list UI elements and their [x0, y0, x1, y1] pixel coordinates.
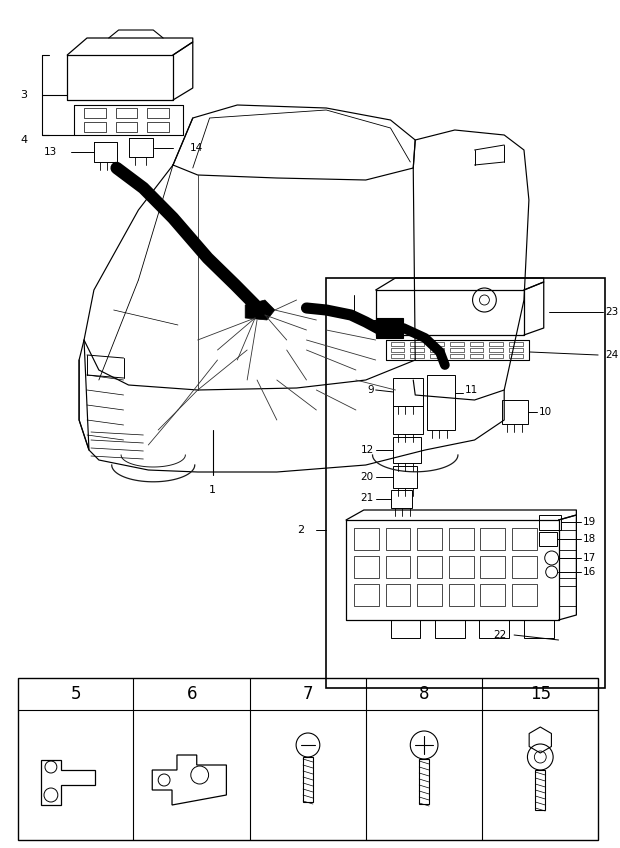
Bar [354, 584, 379, 606]
Bar [489, 348, 503, 352]
Bar [480, 556, 505, 578]
Polygon shape [376, 318, 404, 338]
Bar [410, 342, 424, 346]
Text: 13: 13 [44, 147, 57, 157]
Bar [435, 620, 464, 638]
Bar [148, 108, 169, 118]
Bar [391, 490, 412, 508]
Text: 12: 12 [360, 445, 374, 455]
Bar [539, 515, 560, 530]
Bar [386, 528, 410, 550]
Bar [417, 584, 442, 606]
Bar [450, 354, 464, 358]
Bar [469, 348, 484, 352]
Text: 9: 9 [367, 385, 374, 395]
Bar [427, 375, 454, 430]
Bar [509, 348, 523, 352]
Text: 19: 19 [583, 517, 596, 527]
Bar [489, 354, 503, 358]
Bar [512, 528, 537, 550]
Bar [84, 122, 106, 132]
Text: 17: 17 [583, 553, 596, 563]
Bar [18, 678, 598, 840]
Bar [386, 584, 410, 606]
Bar [391, 342, 404, 346]
Text: 4: 4 [20, 135, 28, 145]
Text: 2: 2 [298, 525, 304, 535]
Bar [512, 556, 537, 578]
Bar [449, 584, 474, 606]
Text: 7: 7 [303, 685, 313, 703]
Text: 16: 16 [583, 567, 596, 577]
Bar [116, 122, 138, 132]
Bar [449, 556, 474, 578]
Bar [326, 278, 605, 688]
Bar [479, 620, 509, 638]
Bar [148, 122, 169, 132]
Bar [539, 532, 557, 546]
Bar [354, 556, 379, 578]
Bar [450, 348, 464, 352]
Bar [469, 354, 484, 358]
Bar [559, 586, 577, 606]
Bar [450, 342, 464, 346]
Bar [417, 528, 442, 550]
Text: 15: 15 [529, 685, 551, 703]
Text: 20: 20 [361, 472, 374, 482]
Bar [410, 354, 424, 358]
Bar [303, 757, 313, 802]
Bar [410, 348, 424, 352]
Text: 18: 18 [583, 534, 596, 544]
Polygon shape [245, 300, 275, 320]
Text: 8: 8 [419, 685, 430, 703]
Bar [524, 620, 554, 638]
Text: 11: 11 [464, 385, 478, 395]
Text: 1: 1 [209, 485, 216, 495]
Bar [430, 354, 444, 358]
Bar [535, 770, 545, 810]
Bar [391, 620, 420, 638]
Text: 24: 24 [605, 350, 618, 360]
Bar [559, 530, 577, 550]
Text: 21: 21 [360, 493, 374, 503]
Bar [84, 108, 106, 118]
Text: 3: 3 [20, 90, 28, 100]
Bar [391, 354, 404, 358]
Bar [469, 342, 484, 346]
Bar [480, 584, 505, 606]
Bar [394, 437, 421, 463]
Bar [394, 378, 423, 406]
Bar [116, 108, 138, 118]
Text: 14: 14 [190, 143, 203, 153]
Bar [391, 348, 404, 352]
Bar [417, 556, 442, 578]
Bar [394, 466, 417, 488]
Bar [502, 400, 528, 424]
Bar [512, 584, 537, 606]
Bar [489, 342, 503, 346]
Bar [354, 528, 379, 550]
Bar [480, 528, 505, 550]
Bar [509, 342, 523, 346]
Bar [386, 556, 410, 578]
Text: 22: 22 [493, 630, 506, 640]
Bar [430, 342, 444, 346]
Bar [509, 354, 523, 358]
Bar [419, 759, 429, 804]
Bar [394, 406, 423, 434]
Text: 23: 23 [605, 307, 618, 317]
Bar [449, 528, 474, 550]
Bar [430, 348, 444, 352]
Bar [559, 558, 577, 578]
Text: 10: 10 [539, 407, 552, 417]
Text: 5: 5 [71, 685, 81, 703]
Text: 6: 6 [187, 685, 197, 703]
